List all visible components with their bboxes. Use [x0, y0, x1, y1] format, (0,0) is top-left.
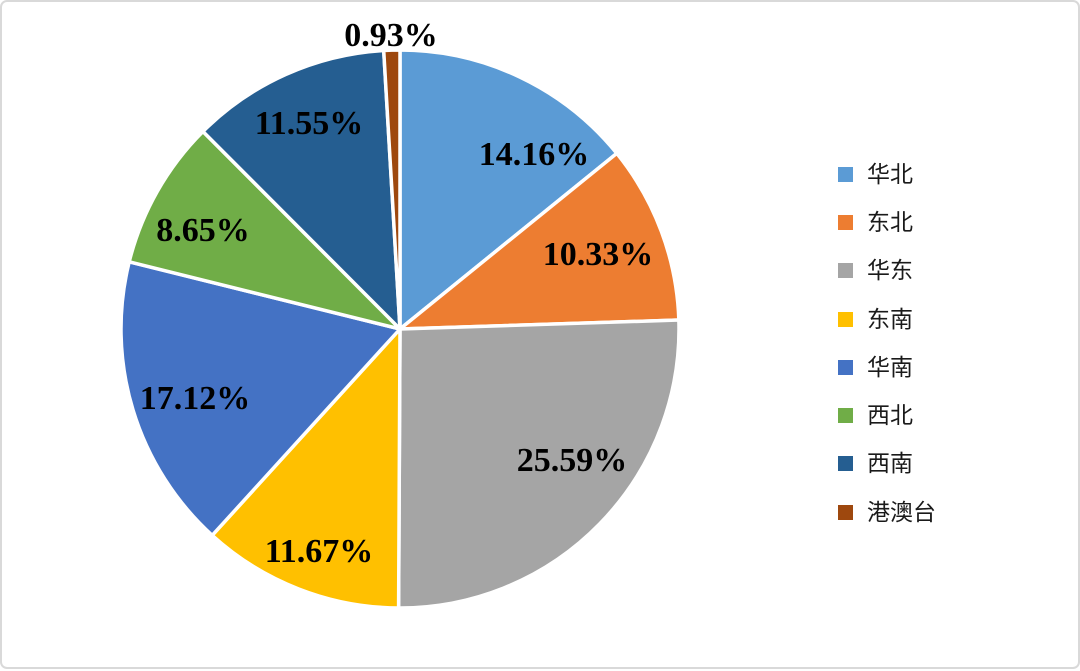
legend-swatch-icon — [838, 456, 853, 471]
legend-item: 华东 — [838, 247, 936, 295]
slice-percent-label: 14.16% — [479, 136, 590, 173]
legend-swatch-icon — [838, 360, 853, 375]
legend-label: 华南 — [867, 356, 913, 379]
legend-item: 东南 — [838, 295, 936, 343]
legend-label: 华北 — [867, 163, 913, 186]
legend-item: 西南 — [838, 440, 936, 488]
legend-label: 西南 — [867, 452, 913, 475]
legend-swatch-icon — [838, 408, 853, 423]
legend-swatch-icon — [838, 167, 853, 182]
slice-percent-label: 10.33% — [543, 236, 654, 273]
legend-swatch-icon — [838, 312, 853, 327]
legend-swatch-icon — [838, 263, 853, 278]
legend-swatch-icon — [838, 505, 853, 520]
legend-item: 华南 — [838, 343, 936, 391]
legend-label: 港澳台 — [867, 501, 936, 524]
pie-slices — [121, 50, 679, 608]
legend: 华北东北华东东南华南西北西南港澳台 — [838, 150, 936, 536]
legend-label: 西北 — [867, 404, 913, 427]
slice-percent-label: 8.65% — [156, 212, 250, 249]
legend-label: 东南 — [867, 308, 913, 331]
slice-percent-label: 25.59% — [517, 442, 628, 479]
legend-item: 东北 — [838, 198, 936, 246]
slice-percent-label: 0.93% — [344, 17, 438, 54]
slice-percent-label: 17.12% — [140, 380, 251, 417]
legend-label: 东北 — [867, 211, 913, 234]
slice-percent-label: 11.55% — [255, 105, 364, 142]
slice-percent-label: 11.67% — [265, 533, 374, 570]
legend-item: 港澳台 — [838, 488, 936, 536]
legend-item: 华北 — [838, 150, 936, 198]
legend-item: 西北 — [838, 391, 936, 439]
legend-label: 华东 — [867, 259, 913, 282]
legend-swatch-icon — [838, 215, 853, 230]
